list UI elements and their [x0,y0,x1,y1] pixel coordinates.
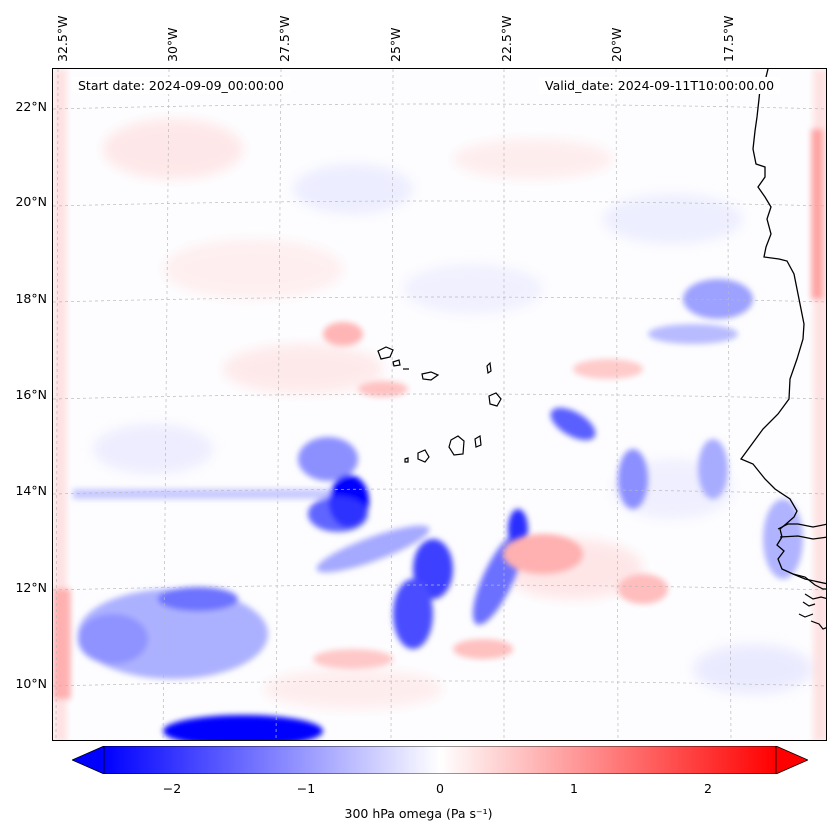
lat-label-18n: 18°N [15,291,47,306]
start-date-label: Start date: 2024-09-09_00:00:00 [72,77,290,94]
lat-label-10n: 10°N [15,676,47,691]
colorbar [72,746,808,774]
lat-label-16n: 16°N [15,387,47,402]
colorbar-extend-max [775,746,808,774]
west-africa-coastline [739,69,826,585]
lon-label-30w: 30°W [165,27,180,62]
lon-label-25w: 25°W [388,27,403,62]
omega-field [53,69,826,740]
colorbar-tick-1: 1 [570,781,578,796]
colorbar-body [103,746,777,774]
lat-label-12n: 12°N [15,580,47,595]
omega-edge-bands [53,69,826,740]
guinea-bissau-coast [792,573,826,630]
colorbar-label: 300 hPa omega (Pa s⁻¹) [344,806,493,821]
valid-date-label: Valid_date: 2024-09-11T10:00:00.00 [539,77,781,94]
lon-label-22-5w: 22.5°W [499,15,514,62]
lon-label-20w: 20°W [609,27,624,62]
colorbar-tick-neg2: −2 [162,781,182,796]
lat-label-14n: 14°N [15,483,47,498]
lon-label-27-5w: 27.5°W [277,15,292,62]
lon-label-17-5w: 17.5°W [721,15,736,62]
graticule [53,69,826,740]
lon-label-32-5w: 32.5°W [55,15,70,62]
map-panel [52,68,827,741]
omega-positive-cells [313,322,668,669]
omega-negative-cells [73,279,803,740]
colorbar-tick-0: 0 [436,781,444,796]
colorbar-tick-2: 2 [704,781,712,796]
colorbar-extend-min [72,746,105,774]
gambia-coast [777,523,826,540]
colorbar-tick-neg1: −1 [296,781,316,796]
lat-label-20n: 20°N [15,194,47,209]
cape-verde-islands [377,346,502,463]
lat-label-22n: 22°N [15,99,47,114]
